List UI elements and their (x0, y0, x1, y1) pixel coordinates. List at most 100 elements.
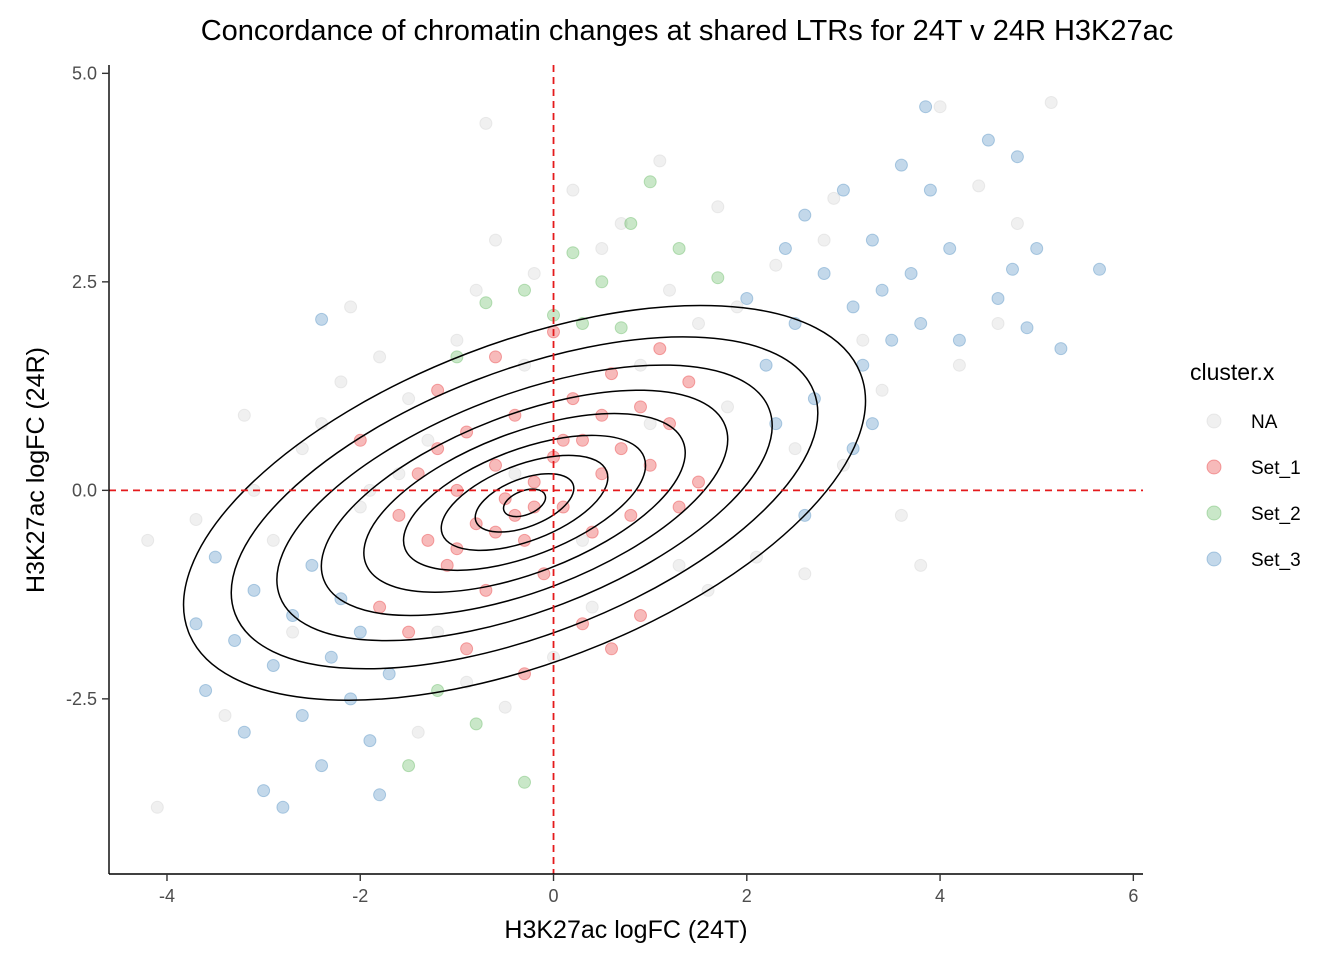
data-point (237, 725, 251, 739)
data-point (247, 583, 261, 597)
x-tick-label: -2 (352, 886, 368, 906)
legend-item: Set_2 (1206, 504, 1301, 525)
legend-title: cluster.x (1190, 359, 1275, 385)
data-point (672, 500, 686, 514)
data-point (334, 375, 348, 389)
chart-title: Concordance of chromatin changes at shar… (201, 15, 1174, 47)
data-point (614, 217, 628, 230)
data-point (460, 675, 474, 689)
y-tick-label: 0.0 (72, 480, 97, 500)
data-point (875, 383, 889, 397)
density-contour (182, 304, 867, 701)
data-point (981, 133, 995, 147)
data-point (1030, 242, 1044, 255)
data-point (431, 684, 445, 697)
legend-key (1206, 459, 1222, 475)
data-point (189, 513, 203, 526)
data-point (469, 717, 483, 731)
data-point (711, 200, 725, 214)
data-point (218, 709, 232, 722)
data-point (923, 183, 937, 197)
data-point (856, 333, 870, 347)
data-point (266, 533, 280, 547)
data-point (353, 433, 367, 447)
legend-label: Set_2 (1251, 504, 1301, 525)
data-point (373, 350, 387, 364)
data-point (914, 317, 928, 330)
data-point (827, 191, 841, 205)
data-point (624, 217, 638, 230)
data-point (421, 433, 435, 447)
data-point (672, 558, 686, 572)
data-point (595, 275, 609, 289)
data-point (643, 175, 657, 189)
data-point (1006, 262, 1019, 276)
data-point (1093, 262, 1106, 276)
data-point (208, 550, 222, 564)
data-point (894, 508, 908, 522)
data-point (624, 508, 638, 522)
data-point (933, 100, 947, 114)
data-point (353, 500, 367, 514)
data-point (237, 408, 251, 422)
data-point (614, 442, 628, 456)
data-point (566, 183, 580, 197)
data-point (788, 442, 802, 456)
density-contours (182, 304, 867, 701)
data-point (344, 300, 358, 314)
data-point (411, 725, 425, 739)
data-point (576, 317, 589, 330)
data-point (692, 475, 705, 489)
y-axis-title: H3K27ac logFC (24R) (22, 347, 50, 593)
data-point (1054, 342, 1068, 356)
data-point (518, 775, 531, 789)
x-tick-label: 6 (1128, 886, 1138, 906)
density-contour (363, 412, 686, 593)
data-point (759, 358, 773, 372)
data-point (508, 467, 522, 481)
data-point (798, 567, 812, 581)
data-point (836, 183, 850, 197)
legend-label: NA (1251, 412, 1278, 433)
data-point (402, 625, 416, 639)
data-point (450, 333, 464, 347)
legend-item: Set_3 (1206, 550, 1301, 571)
data-point (295, 442, 309, 456)
data-point (904, 267, 918, 280)
x-tick-label: -4 (159, 886, 175, 906)
y-tick-label: -2.5 (66, 689, 97, 709)
density-contour (276, 364, 773, 642)
data-point (875, 283, 889, 297)
data-point (402, 392, 416, 406)
legend-label: Set_1 (1251, 458, 1301, 479)
x-axis-ticks: -4 -2 0 2 4 6 (159, 874, 1138, 906)
data-point (479, 296, 493, 310)
data-point (740, 292, 754, 305)
data-point (914, 558, 928, 572)
data-point (353, 625, 367, 639)
x-tick-label: 0 (549, 886, 559, 906)
y-tick-label: 5.0 (72, 63, 97, 83)
data-point (682, 375, 696, 389)
data-point (846, 300, 860, 314)
data-point (315, 312, 329, 326)
data-point (498, 700, 512, 714)
data-point (199, 684, 213, 697)
data-point (663, 283, 676, 297)
series-set-3 (189, 100, 1106, 814)
data-point (305, 558, 319, 572)
data-point (228, 634, 242, 647)
data-point (392, 508, 406, 522)
data-point (634, 609, 647, 622)
data-point (286, 625, 300, 639)
density-contour (502, 488, 547, 518)
data-point (440, 558, 454, 572)
data-point (585, 600, 599, 614)
data-point (634, 400, 647, 414)
data-point (141, 533, 155, 547)
data-point (266, 659, 280, 672)
density-contour (230, 336, 819, 670)
data-point (489, 350, 502, 364)
data-point (498, 492, 512, 506)
